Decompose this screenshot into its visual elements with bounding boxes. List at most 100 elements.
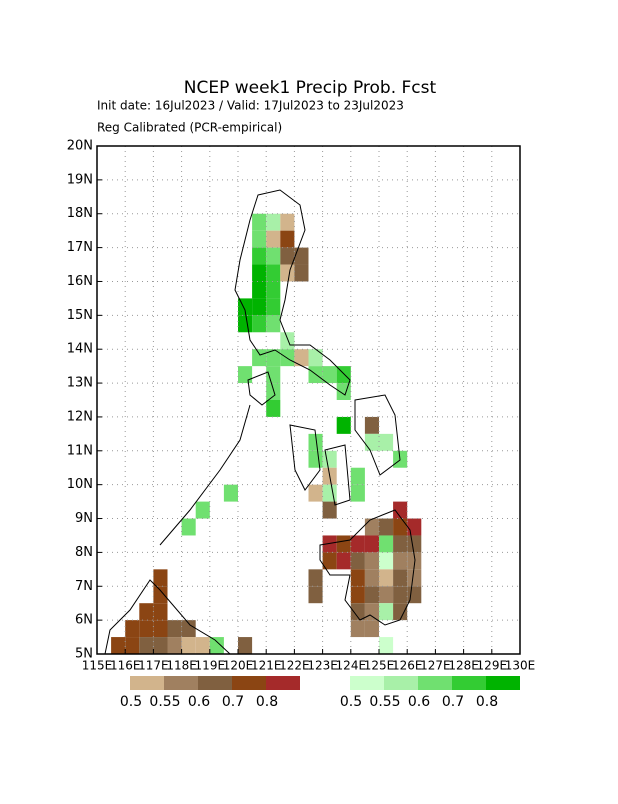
- prob-cell: [280, 247, 295, 265]
- prob-cell: [393, 552, 408, 570]
- prob-cell: [181, 637, 196, 654]
- prob-cell: [266, 383, 281, 400]
- legend-swatch: [384, 676, 418, 690]
- prob-cell: [266, 315, 281, 333]
- prob-cell: [407, 535, 422, 553]
- y-tick-label: 16N: [67, 274, 93, 289]
- prob-cell: [322, 366, 337, 384]
- prob-cell: [364, 416, 379, 434]
- x-tick-label: 125E: [364, 659, 395, 673]
- prob-cell: [111, 637, 126, 654]
- prob-cell: [266, 400, 281, 417]
- prob-cell: [379, 603, 394, 621]
- prob-cell: [153, 603, 168, 621]
- legend-swatch: [130, 676, 164, 690]
- prob-cell: [153, 620, 168, 638]
- mindanao: [319, 509, 416, 626]
- prob-cell: [364, 620, 379, 638]
- y-tick-label: 8N: [75, 545, 93, 560]
- prob-cell: [336, 383, 351, 400]
- y-tick-label: 19N: [67, 172, 93, 187]
- prob-cell: [139, 620, 154, 638]
- y-tick-label: 11N: [67, 443, 93, 458]
- prob-cell: [238, 315, 253, 333]
- x-tick-label: 120E: [223, 659, 254, 673]
- prob-cell: [350, 569, 365, 587]
- y-tick-label: 12N: [67, 409, 93, 424]
- prob-cell: [336, 416, 351, 434]
- luzon: [234, 189, 351, 396]
- mindoro: [247, 371, 276, 406]
- axes: 115E116E117E118E119E120E121E122E123E124E…: [67, 139, 536, 673]
- subtitle: Init date: 16Jul2023 / Valid: 17Jul2023 …: [97, 99, 404, 113]
- note: Reg Calibrated (PCR-empirical): [97, 121, 282, 135]
- y-tick-label: 20N: [67, 139, 93, 154]
- legend-swatch: [350, 676, 384, 690]
- y-tick-label: 6N: [75, 613, 93, 628]
- prob-cell: [393, 518, 408, 536]
- x-tick-label: 129E: [477, 659, 508, 673]
- x-tick-label: 123E: [307, 659, 338, 673]
- prob-cell: [379, 637, 394, 654]
- y-tick-label: 7N: [75, 579, 93, 594]
- legend-label: 0.8: [256, 694, 278, 710]
- prob-cell: [393, 535, 408, 553]
- prob-cell: [209, 637, 224, 654]
- y-tick-label: 5N: [75, 647, 93, 662]
- chart-title: NCEP week1 Precip Prob. Fcst: [184, 78, 437, 98]
- prob-cell: [336, 535, 351, 553]
- prob-cell: [364, 586, 379, 604]
- prob-cell: [350, 620, 365, 638]
- prob-cell: [308, 450, 323, 468]
- prob-cell: [322, 484, 337, 502]
- prob-cell: [350, 552, 365, 570]
- prob-cell: [252, 247, 267, 265]
- prob-cell: [350, 535, 365, 553]
- prob-cell: [379, 535, 394, 553]
- prob-cell: [238, 637, 253, 654]
- prob-cell: [266, 298, 281, 316]
- prob-cell: [266, 264, 281, 282]
- x-tick-label: 128E: [448, 659, 479, 673]
- x-tick-label: 116E: [110, 659, 141, 673]
- prob-cell: [308, 349, 323, 367]
- prob-cell: [336, 552, 351, 570]
- borneo: [104, 579, 231, 655]
- prob-cell: [350, 484, 365, 502]
- legend-swatch: [164, 676, 198, 690]
- prob-cell: [308, 569, 323, 587]
- y-tick-label: 18N: [67, 206, 93, 221]
- y-tick-label: 17N: [67, 240, 93, 255]
- y-tick-label: 13N: [67, 376, 93, 391]
- y-tick-label: 14N: [67, 342, 93, 357]
- y-tick-label: 9N: [75, 511, 93, 526]
- x-tick-label: 118E: [166, 659, 197, 673]
- prob-cell: [252, 230, 267, 248]
- prob-cell: [364, 603, 379, 621]
- visayas: [289, 394, 401, 506]
- prob-cell: [139, 603, 154, 621]
- prob-cell: [252, 264, 267, 282]
- prob-cell: [379, 518, 394, 536]
- legend-swatch: [486, 676, 520, 690]
- prob-cell: [266, 281, 281, 299]
- coastline: [104, 189, 416, 655]
- prob-cell: [364, 518, 379, 536]
- prob-cell: [280, 230, 295, 248]
- prob-cell: [294, 247, 309, 265]
- prob-cell: [393, 586, 408, 604]
- prob-cell: [195, 637, 210, 654]
- prob-cell: [153, 586, 168, 604]
- prob-cell: [322, 535, 337, 553]
- prob-cell: [364, 569, 379, 587]
- prob-cell: [379, 433, 394, 451]
- prob-cell: [350, 586, 365, 604]
- x-tick-label: 130E: [505, 659, 536, 673]
- prob-cell: [266, 247, 281, 265]
- prob-cell: [252, 349, 267, 367]
- prob-cell: [308, 433, 323, 451]
- prob-cell: [125, 637, 140, 654]
- legend-label: 0.6: [188, 694, 210, 710]
- palawan: [159, 404, 251, 546]
